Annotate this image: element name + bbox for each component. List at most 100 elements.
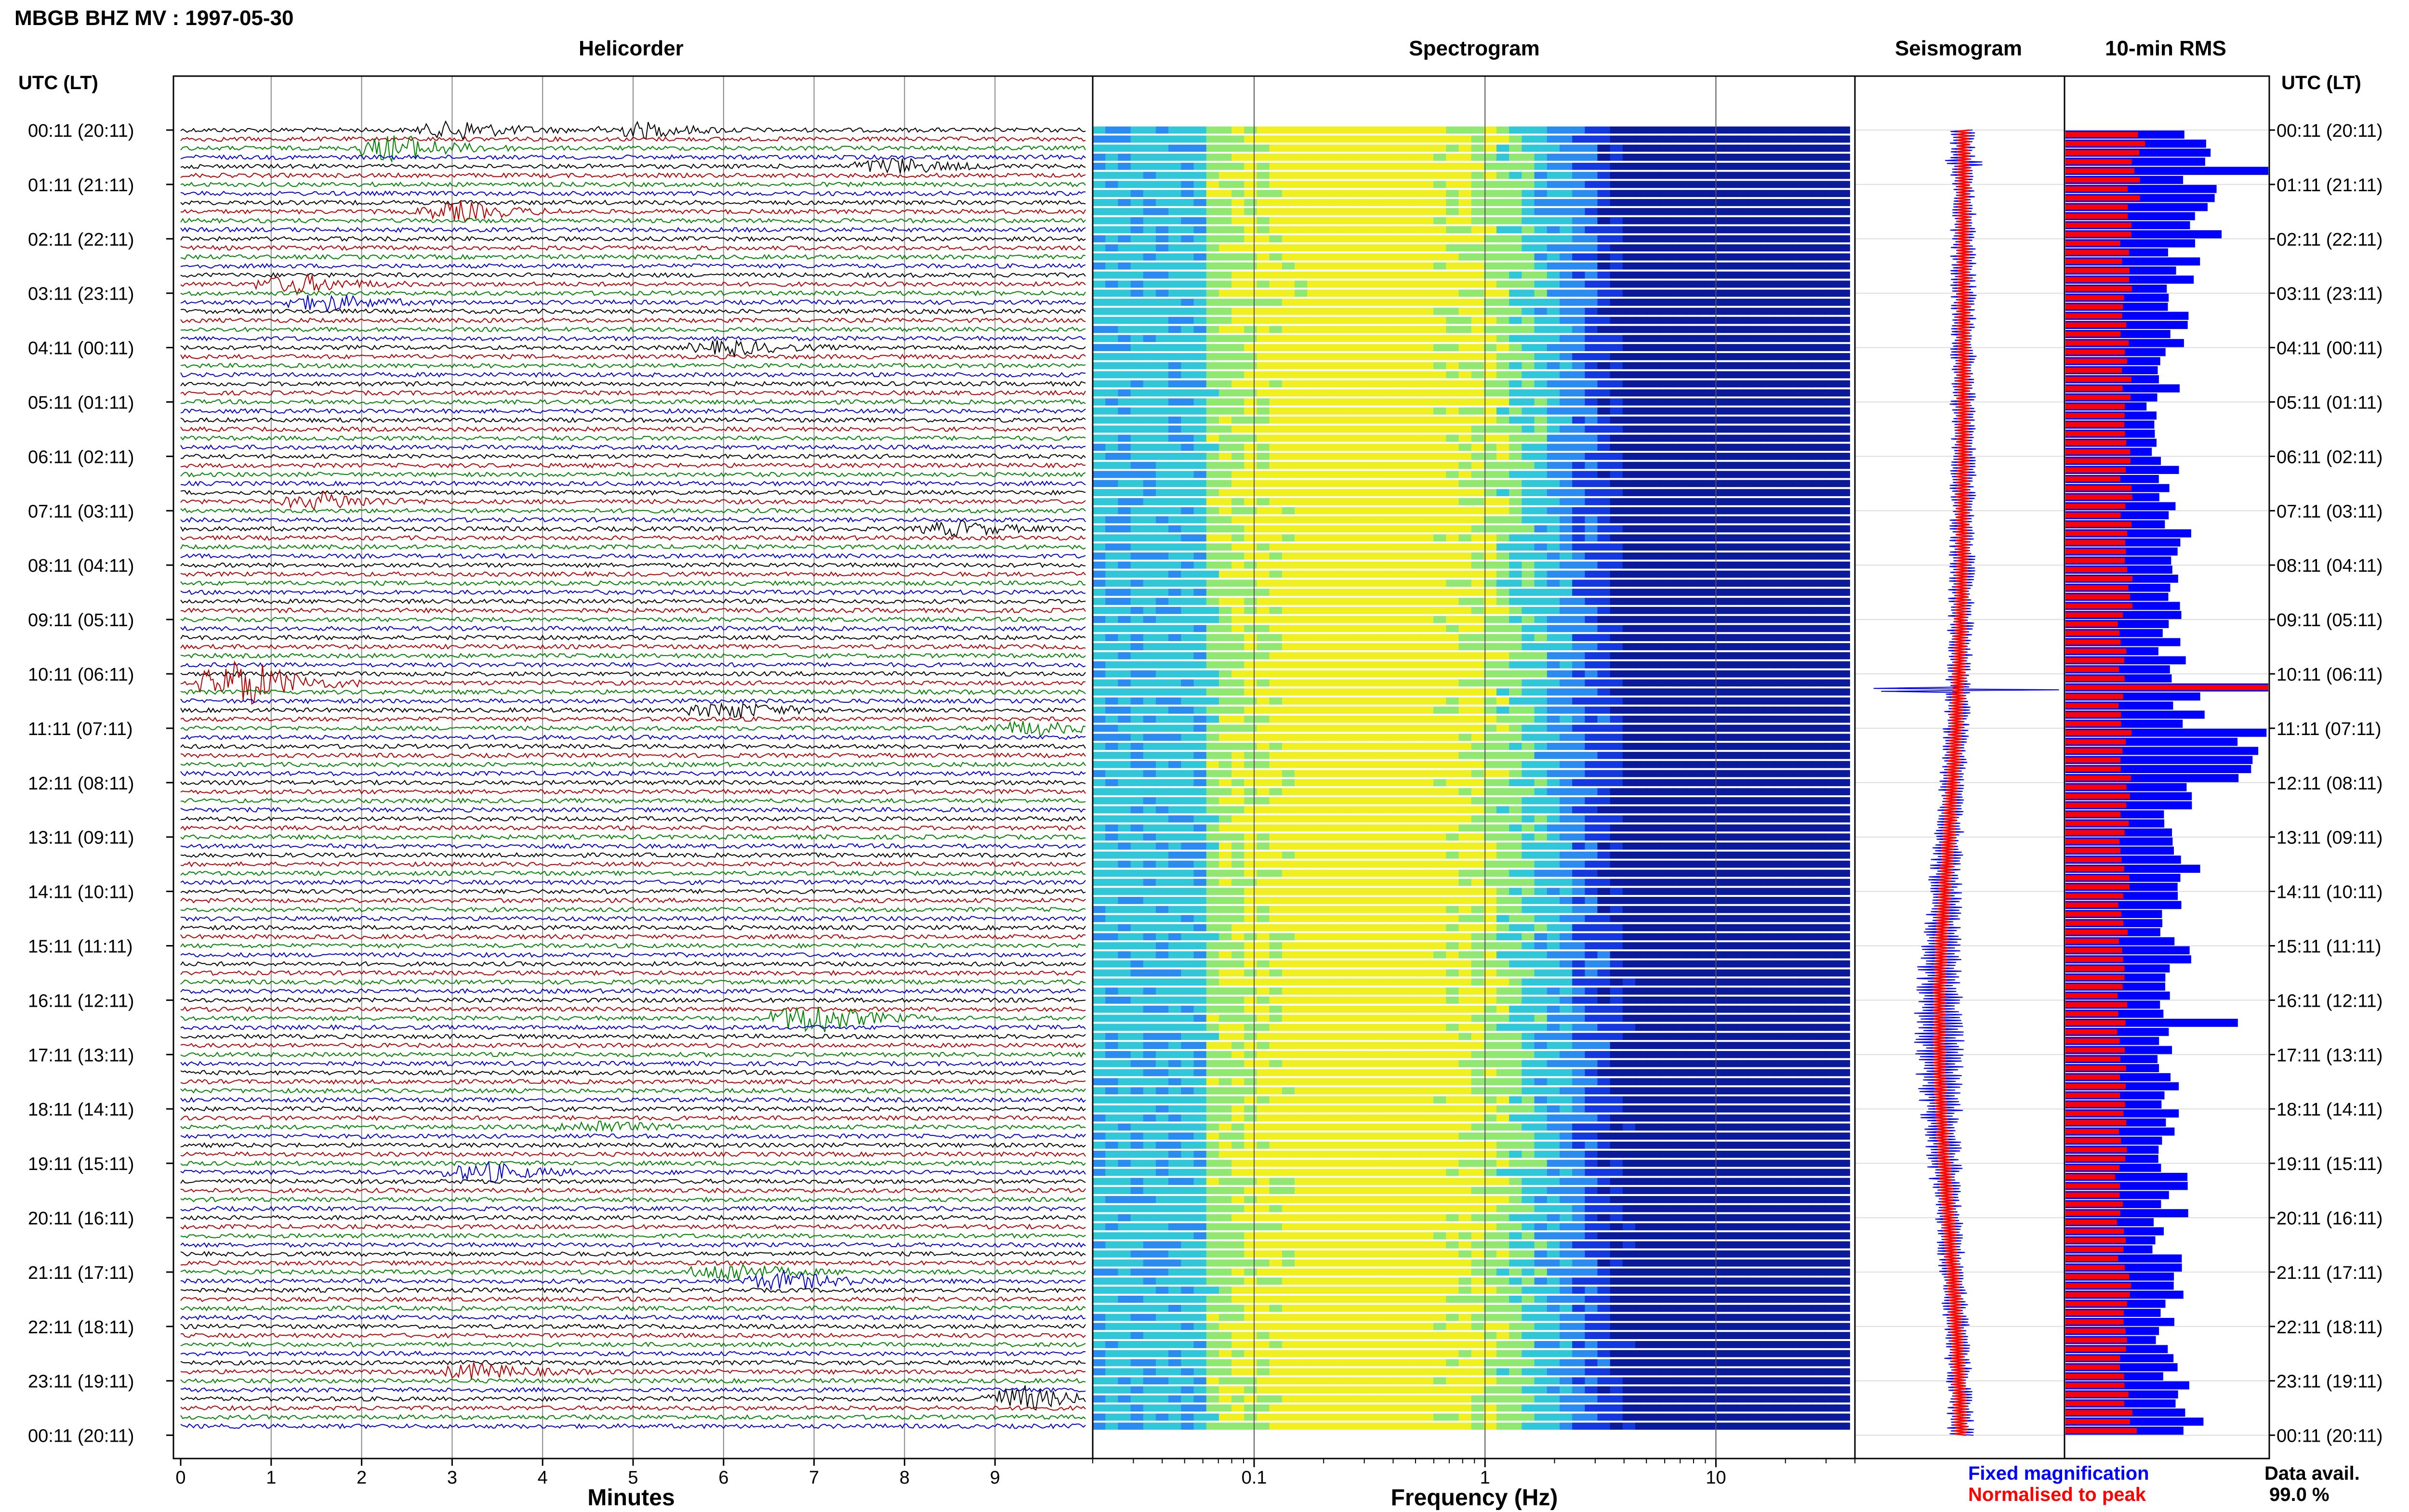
spectrogram-cell [1534,425,1548,433]
spectrogram-cell [1395,162,1409,170]
spectrogram-cell [1206,271,1219,279]
spectrogram-cell [1345,598,1358,605]
spectrogram-cell [1130,616,1144,623]
spectrogram-cell [1370,842,1383,850]
spectrogram-cell [1610,280,1623,288]
spectrogram-cell [1774,797,1787,804]
spectrogram-cell [1244,706,1257,714]
spectrogram-cell [1610,806,1623,814]
spectrogram-cell [1244,516,1257,524]
spectrogram-cell [1812,706,1825,714]
spectrogram-cell [1143,461,1156,469]
spectrogram-cell [1723,389,1737,397]
spectrogram-cell [1345,797,1358,804]
spectrogram-cell [1395,471,1409,478]
spectrogram-cell [1155,561,1169,569]
spectrogram-cell [1143,815,1156,823]
spectrogram-cell [1383,145,1396,152]
spectrogram-cell [1105,262,1118,270]
spectrogram-cell [1534,208,1548,215]
spectrogram-cell [1244,434,1257,442]
spectrogram-cell [1420,471,1434,478]
helicorder-trace [180,335,1086,342]
spectrogram-cell [1370,616,1383,623]
spectrogram-cell [1143,734,1156,741]
spectrogram-cell [1787,534,1800,542]
spectrogram-cell [1295,833,1308,841]
spectrogram-cell [1458,751,1472,759]
spectrogram-cell [1660,534,1674,542]
spectrogram-cell [1673,480,1686,487]
helicorder-trace [180,607,1086,614]
spectrogram-cell [1295,407,1308,415]
spectrogram-cell [1181,299,1194,306]
spectrogram-cell [1257,126,1270,134]
spectrogram-cell [1093,244,1106,251]
spectrogram-cell [1711,389,1724,397]
spectrogram-cell [1648,145,1661,152]
spectrogram-cell [1509,598,1522,605]
spectrogram-cell [1269,389,1283,397]
spectrogram-cell [1408,326,1421,333]
spectrogram-cell [1282,570,1295,578]
spectrogram-cell [1522,779,1535,787]
spectrogram-cell [1483,126,1497,134]
spectrogram-cell [1218,498,1232,505]
spectrogram-cell [1282,815,1295,823]
spectrogram-cell [1698,652,1711,659]
spectrogram-cell [1660,806,1674,814]
spectrogram-cell [1698,181,1711,188]
spectrogram-cell [1345,199,1358,206]
spectrogram-cell [1155,299,1169,306]
spectrogram-cell [1572,751,1585,759]
spectrogram-cell [1660,253,1674,261]
spectrogram-cell [1332,625,1346,632]
spectrogram-cell [1345,851,1358,859]
helicorder-trace [180,1250,1086,1257]
spectrogram-cell [1433,543,1446,551]
spectrogram-cell [1345,371,1358,379]
spectrogram-cell [1685,262,1699,270]
spectrogram-cell [1130,606,1144,614]
spectrogram-cell [1206,389,1219,397]
spectrogram-cell [1168,289,1181,297]
spectrogram-cell [1218,552,1232,560]
spectrogram-cell [1622,181,1636,188]
spectrogram-cell [1408,353,1421,360]
spectrogram-cell [1824,344,1838,351]
spectrogram-cell [1458,761,1472,768]
spectrogram-cell [1244,244,1257,251]
spectrogram-cell [1420,697,1434,705]
spectrogram-cell [1522,743,1535,750]
spectrogram-cell [1143,589,1156,596]
spectrogram-cell [1269,833,1283,841]
spectrogram-cell [1761,380,1774,388]
spectrogram-cell [1572,244,1585,251]
spectrogram-cell [1711,453,1724,460]
spectrogram-cell [1257,362,1270,369]
spectrogram-cell [1193,743,1207,750]
spectrogram-cell [1193,280,1207,288]
spectrogram-cell [1673,154,1686,161]
spectrogram-cell [1711,135,1724,143]
spectrogram-cell [1496,815,1509,823]
spectrogram-cell [1358,761,1371,768]
spectrogram-cell [1231,842,1244,850]
spectrogram-cell [1244,815,1257,823]
spectrogram-cell [1395,226,1409,234]
spectrogram-cell [1585,734,1598,741]
helicorder-trace [180,1078,1086,1085]
spectrogram-cell [1433,606,1446,614]
spectrogram-cell [1395,516,1409,524]
spectrogram-cell [1218,289,1232,297]
spectrogram-cell [1736,715,1749,723]
spectrogram-cell [1560,145,1573,152]
spectrogram-cell [1433,262,1446,270]
spectrogram-cell [1446,135,1459,143]
spectrogram-cell [1610,643,1623,650]
spectrogram-cell [1105,380,1118,388]
spectrogram-cell [1622,598,1636,605]
spectrogram-cell [1446,779,1459,787]
spectrogram-cell [1420,434,1434,442]
spectrogram-cell [1824,489,1838,497]
